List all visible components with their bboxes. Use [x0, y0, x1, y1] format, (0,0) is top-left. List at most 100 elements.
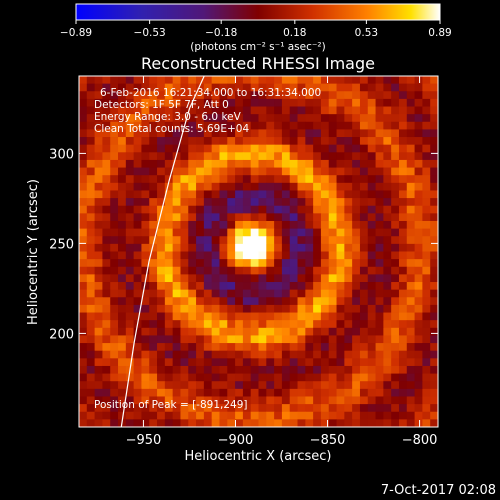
heatmap-cell	[110, 205, 119, 214]
heatmap-cell	[398, 152, 408, 161]
heatmap-cell	[157, 121, 166, 130]
heatmap-cell	[352, 198, 361, 207]
heatmap-cell	[235, 98, 244, 107]
heatmap-cell	[422, 381, 431, 390]
heatmap-cell	[118, 182, 127, 191]
heatmap-cell	[406, 404, 415, 413]
heatmap-cell	[383, 251, 392, 260]
heatmap-cell	[79, 137, 88, 146]
heatmap-cell	[196, 274, 205, 283]
heatmap-cell	[414, 76, 423, 85]
heatmap-cell	[398, 213, 408, 222]
heatmap-cell	[422, 114, 431, 123]
heatmap-cell	[336, 190, 345, 199]
heatmap-cell	[313, 373, 322, 382]
heatmap-cell	[430, 106, 438, 115]
heatmap-cell	[164, 205, 174, 214]
heatmap-cell	[414, 388, 423, 397]
heatmap-cell	[188, 220, 197, 230]
heatmap-cell	[86, 129, 95, 138]
heatmap-cell	[430, 175, 438, 184]
heatmap-cell	[430, 129, 438, 138]
heatmap-cell	[94, 91, 103, 100]
heatmap-cell	[422, 396, 431, 405]
heatmap-cell	[118, 282, 127, 291]
heatmap-cell	[328, 83, 337, 92]
heatmap-cell	[149, 404, 158, 413]
heatmap-cell	[336, 243, 345, 252]
heatmap-cell	[180, 205, 189, 214]
heatmap-cell	[125, 182, 135, 191]
heatmap-cell	[235, 289, 244, 298]
heatmap-cell	[422, 228, 431, 237]
heatmap-cell	[422, 91, 431, 100]
heatmap-cell	[188, 213, 197, 222]
heatmap-cell	[320, 213, 330, 222]
heatmap-cell	[242, 358, 252, 367]
heatmap-cell	[86, 243, 95, 252]
heatmap-cell	[359, 182, 369, 191]
heatmap-cell	[149, 243, 158, 252]
heatmap-cell	[196, 114, 205, 123]
heatmap-cell	[430, 152, 438, 161]
heatmap-cell	[320, 205, 330, 214]
heatmap-cell	[141, 411, 150, 420]
heatmap-cell	[110, 144, 119, 153]
heatmap-cell	[328, 396, 337, 405]
heatmap-cell	[281, 266, 291, 275]
heatmap-cell	[289, 236, 298, 245]
heatmap-cell	[235, 228, 244, 237]
heatmap-cell	[141, 381, 150, 390]
heatmap-cell	[133, 304, 142, 313]
heatmap-cell	[328, 91, 337, 100]
heatmap-cell	[118, 297, 127, 306]
heatmap-cell	[125, 304, 135, 313]
heatmap-cell	[281, 259, 291, 268]
heatmap-cell	[320, 396, 330, 405]
heatmap-cell	[430, 312, 438, 321]
heatmap-cell	[352, 404, 361, 413]
heatmap-cell	[430, 121, 438, 130]
heatmap-cell	[281, 243, 291, 252]
heatmap-cell	[211, 236, 220, 245]
heatmap-cell	[430, 297, 438, 306]
heatmap-cell	[219, 358, 228, 367]
heatmap-cell	[422, 175, 431, 184]
heatmap-cell	[180, 381, 189, 390]
heatmap-cell	[125, 76, 135, 85]
heatmap-cell	[313, 205, 322, 214]
heatmap-cell	[235, 388, 244, 397]
heatmap-cell	[305, 373, 314, 382]
heatmap-cell	[297, 152, 306, 161]
heatmap-cell	[367, 137, 376, 146]
heatmap-cell	[180, 98, 189, 107]
heatmap-cell	[414, 312, 423, 321]
heatmap-cell	[375, 404, 384, 413]
heatmap-cell	[203, 335, 213, 344]
heatmap-cell	[242, 106, 252, 115]
heatmap-cell	[235, 198, 244, 207]
heatmap-cell	[336, 343, 345, 352]
heatmap-cell	[375, 327, 384, 336]
heatmap-cell	[414, 373, 423, 382]
heatmap-cell	[430, 259, 438, 268]
heatmap-cell	[188, 182, 197, 191]
heatmap-cell	[313, 411, 322, 420]
heatmap-cell	[94, 121, 103, 130]
heatmap-cell	[149, 274, 158, 283]
heatmap-cell	[289, 381, 298, 390]
heatmap-cell	[367, 236, 376, 245]
heatmap-cell	[367, 320, 376, 329]
x-axis-title: Heliocentric X (arcsec)	[185, 449, 332, 464]
heatmap-cell	[383, 129, 392, 138]
heatmap-cell	[157, 167, 166, 176]
heatmap-cell	[157, 228, 166, 237]
heatmap-cell	[391, 106, 400, 115]
heatmap-cell	[94, 419, 103, 427]
heatmap-cell	[211, 365, 220, 374]
heatmap-cell	[79, 91, 88, 100]
heatmap-cell	[398, 76, 408, 85]
heatmap-cell	[102, 388, 111, 397]
heatmap-cell	[219, 320, 228, 329]
heatmap-cell	[328, 98, 337, 107]
